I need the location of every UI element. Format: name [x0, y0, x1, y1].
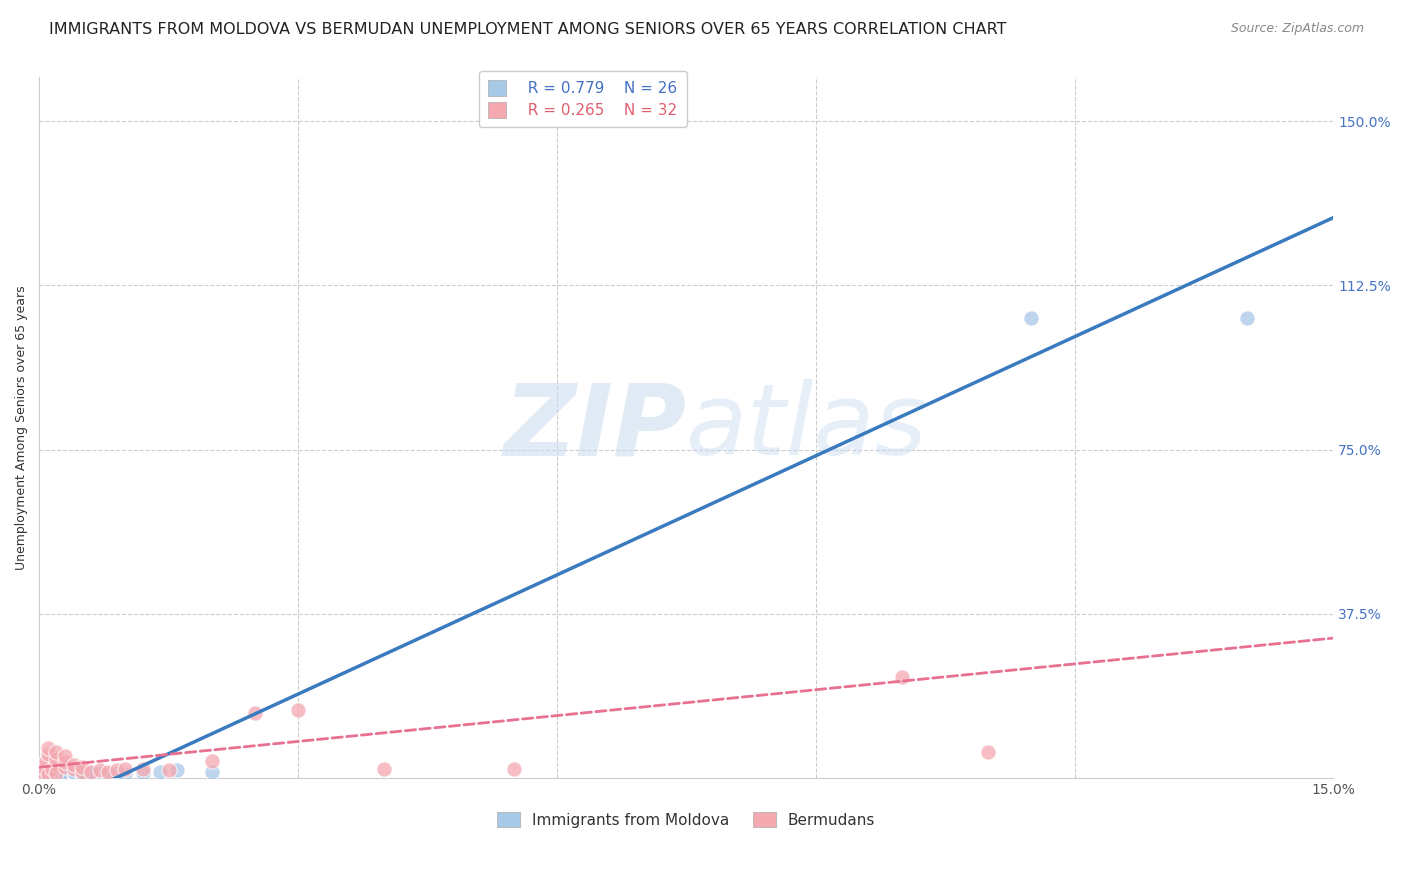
Point [45, 745, 67, 759]
Point [45, 751, 67, 765]
Point [45, 768, 67, 782]
Point [45, 766, 67, 780]
Point [53, 760, 76, 774]
Point [41, 768, 63, 782]
Point [131, 766, 153, 780]
Point [1236, 311, 1258, 326]
Point [35, 754, 58, 768]
Point [41, 763, 63, 777]
Point [157, 764, 180, 778]
Point [45, 766, 67, 780]
Point [62, 764, 84, 779]
Point [53, 749, 76, 764]
Point [37, 767, 59, 781]
Y-axis label: Unemployment Among Seniors over 65 years: Unemployment Among Seniors over 65 years [15, 285, 28, 570]
Point [80, 767, 103, 781]
Point [243, 706, 266, 720]
Point [53, 755, 76, 769]
Point [62, 766, 84, 780]
Point [32, 760, 55, 774]
Point [891, 671, 914, 685]
Point [37, 747, 59, 761]
Text: ZIP: ZIP [503, 379, 686, 476]
Text: Source: ZipAtlas.com: Source: ZipAtlas.com [1230, 22, 1364, 36]
Point [97, 764, 120, 779]
Text: atlas: atlas [686, 379, 928, 476]
Point [62, 763, 84, 777]
Point [287, 703, 309, 717]
Point [53, 768, 76, 782]
Point [105, 764, 128, 778]
Text: IMMIGRANTS FROM MOLDOVA VS BERMUDAN UNEMPLOYMENT AMONG SENIORS OVER 65 YEARS COR: IMMIGRANTS FROM MOLDOVA VS BERMUDAN UNEM… [49, 22, 1007, 37]
Point [201, 764, 224, 779]
Point [37, 740, 59, 755]
Point [1021, 311, 1043, 326]
Point [166, 764, 188, 778]
Point [45, 758, 67, 772]
Point [80, 764, 103, 779]
Point [89, 764, 111, 778]
Point [114, 767, 136, 781]
Point [72, 760, 94, 774]
Point [80, 764, 103, 779]
Point [201, 754, 224, 768]
Point [72, 764, 94, 779]
Point [53, 767, 76, 781]
Point [31, 769, 53, 783]
Point [97, 767, 120, 781]
Point [149, 764, 172, 779]
Point [53, 764, 76, 779]
Point [89, 766, 111, 780]
Point [977, 745, 1000, 759]
Point [502, 762, 524, 776]
Point [37, 767, 59, 781]
Point [72, 768, 94, 782]
Point [49, 767, 72, 781]
Point [62, 768, 84, 782]
Point [105, 766, 128, 780]
Point [114, 762, 136, 776]
Point [72, 767, 94, 781]
Point [131, 763, 153, 777]
Point [62, 758, 84, 772]
Point [32, 768, 55, 782]
Legend: Immigrants from Moldova, Bermudans: Immigrants from Moldova, Bermudans [491, 805, 882, 834]
Point [373, 762, 395, 776]
